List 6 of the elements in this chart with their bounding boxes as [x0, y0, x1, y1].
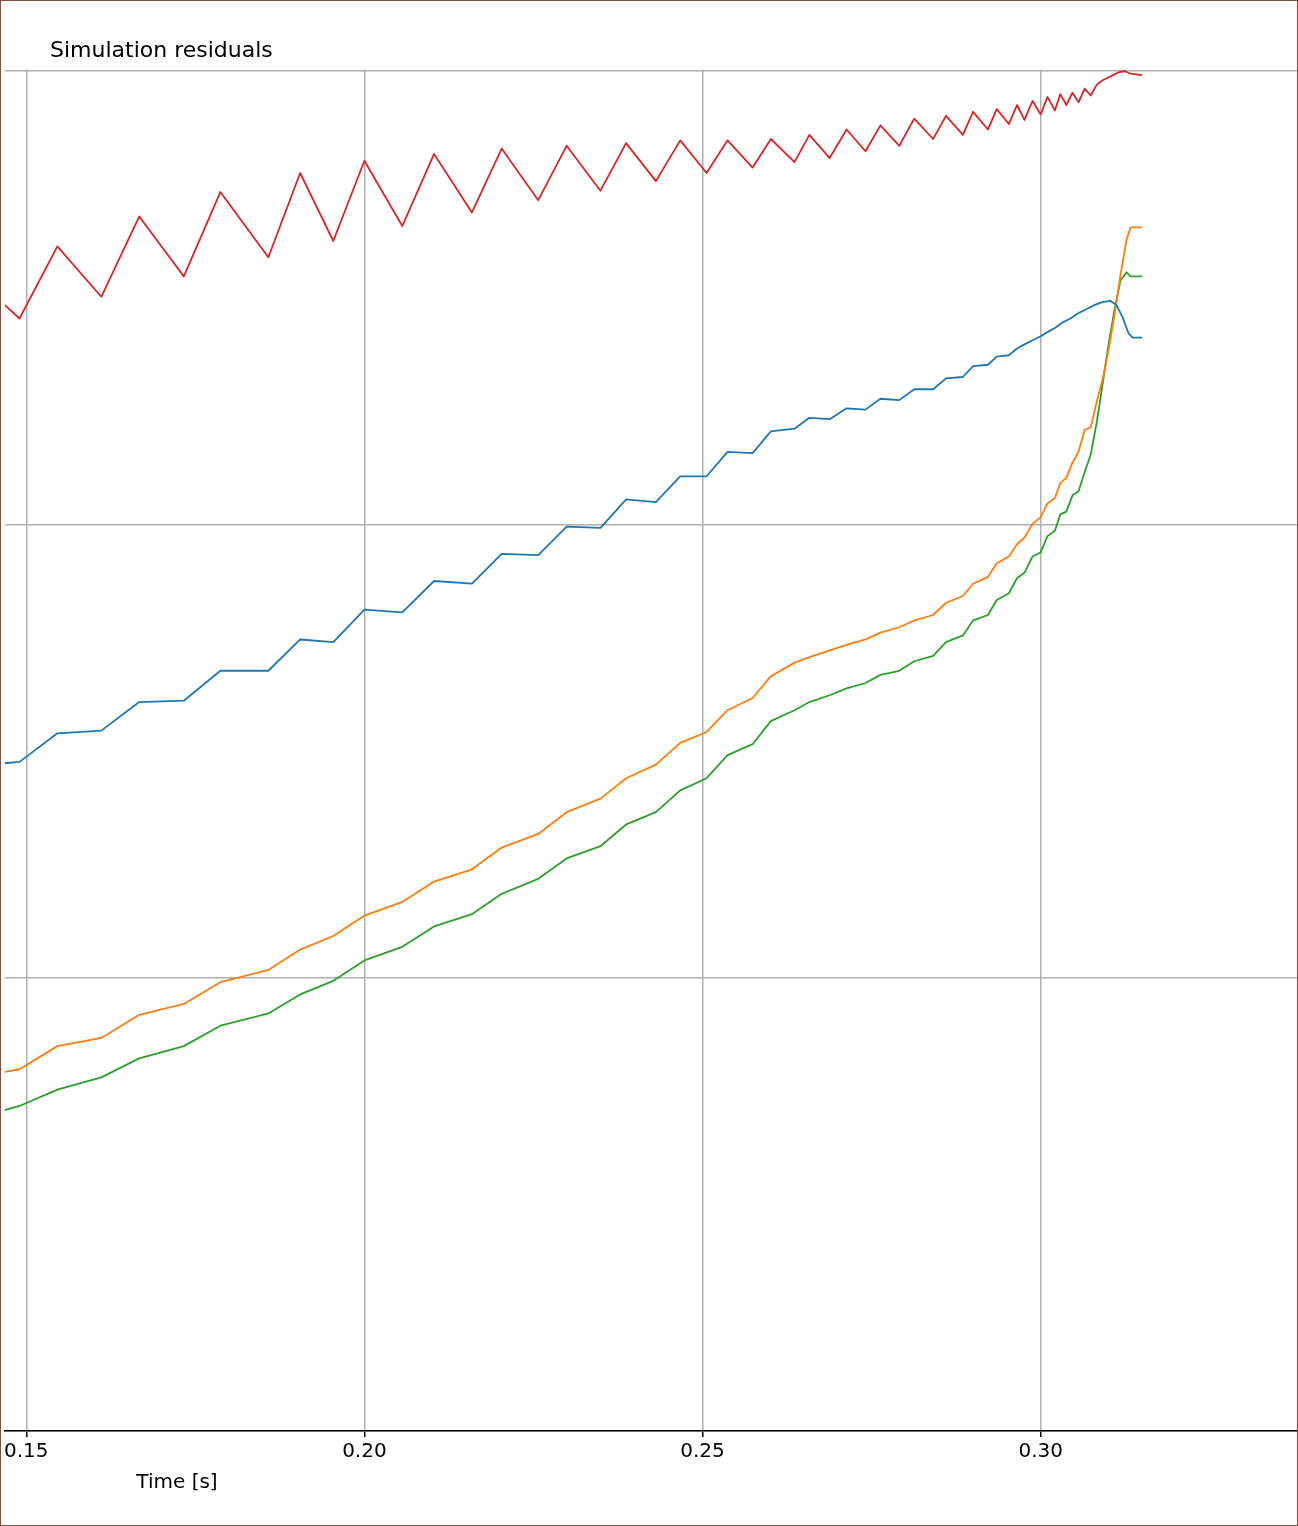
x-tick-label: 0.25 [680, 1438, 725, 1463]
x-tick-label: 0.15 [4, 1438, 49, 1463]
x-tick-label: 0.20 [342, 1438, 387, 1463]
chart-title: Simulation residuals [50, 36, 273, 62]
x-axis-title: Time [s] [135, 1469, 218, 1494]
x-tick-label: 0.30 [1018, 1438, 1063, 1463]
